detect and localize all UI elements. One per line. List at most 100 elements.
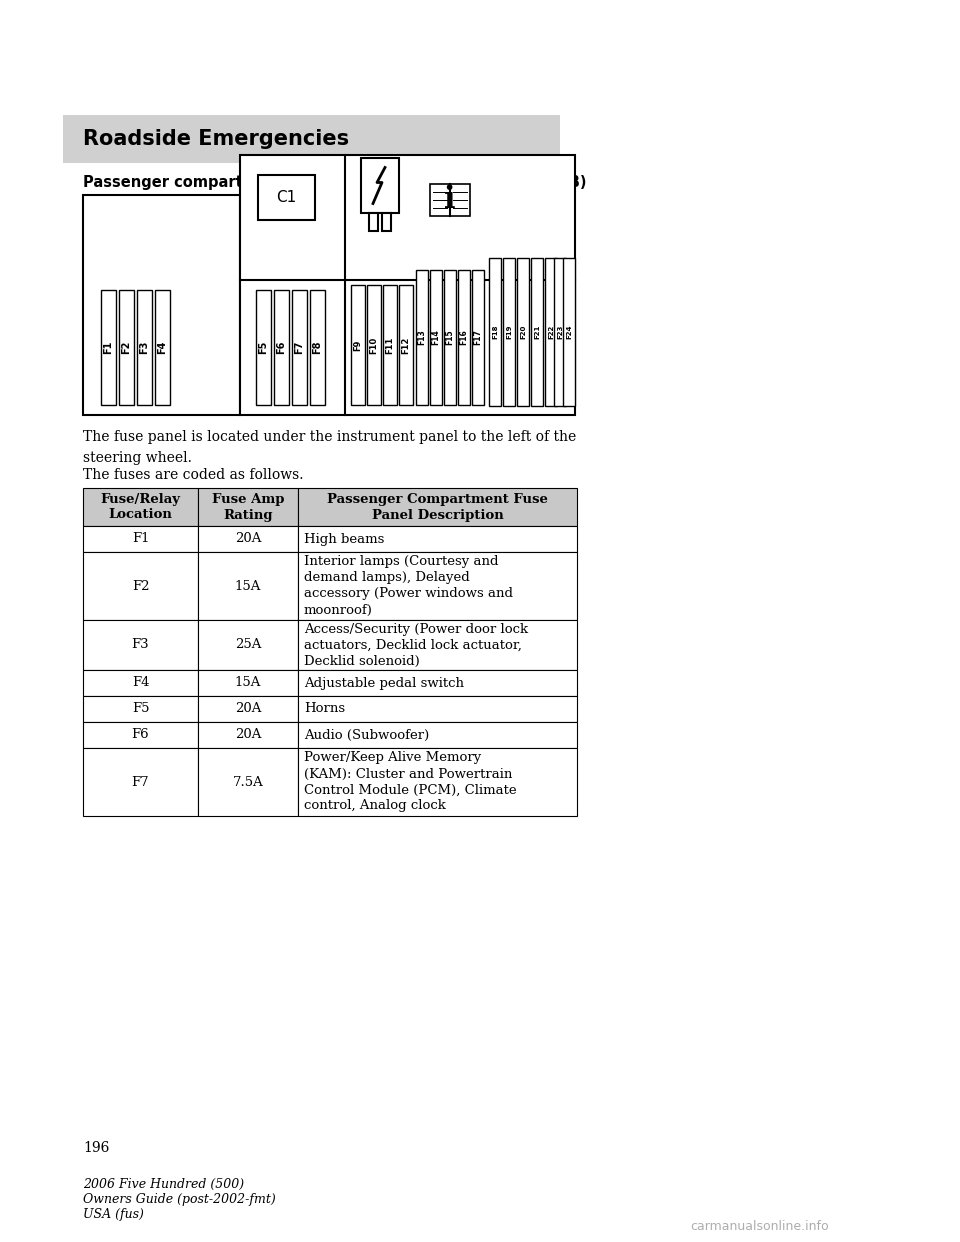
Bar	[399, 284, 413, 405]
Bar	[450, 184, 470, 216]
Bar	[503, 258, 515, 406]
Text: F18: F18	[492, 324, 498, 339]
Bar	[298, 669, 577, 696]
Bar	[531, 258, 543, 406]
Bar	[240, 155, 575, 415]
Text: 20A: 20A	[235, 533, 261, 545]
Bar	[563, 258, 575, 406]
Text: F17: F17	[473, 329, 483, 345]
Text: F24: F24	[566, 324, 572, 339]
Text: F20: F20	[520, 325, 526, 339]
Text: F23: F23	[557, 325, 563, 339]
Text: Passenger compartment fuse panel/Smart Junction Box (SJB): Passenger compartment fuse panel/Smart J…	[83, 175, 587, 190]
Bar	[83, 488, 198, 527]
Text: F6: F6	[276, 340, 286, 354]
Text: Access/Security (Power door lock
actuators, Decklid lock actuator,
Decklid solen: Access/Security (Power door lock actuato…	[304, 622, 528, 667]
Bar	[198, 748, 298, 816]
Bar	[292, 289, 306, 405]
Text: F3: F3	[132, 638, 150, 652]
Bar	[83, 195, 240, 415]
Text: Adjustable pedal switch: Adjustable pedal switch	[304, 677, 464, 689]
Bar	[255, 289, 271, 405]
Text: F11: F11	[386, 337, 395, 354]
Bar	[554, 258, 566, 406]
Bar	[83, 669, 198, 696]
Text: F14: F14	[431, 329, 441, 345]
Bar	[444, 270, 456, 405]
Bar	[83, 748, 198, 816]
Text: The fuses are coded as follows.: The fuses are coded as follows.	[83, 468, 303, 482]
Text: USA (fus): USA (fus)	[83, 1208, 144, 1221]
Text: F8: F8	[312, 340, 322, 354]
Bar	[136, 289, 152, 405]
Bar	[198, 488, 298, 527]
Text: F16: F16	[460, 329, 468, 345]
Text: 15A: 15A	[235, 677, 261, 689]
Bar	[472, 270, 484, 405]
Text: F1: F1	[103, 340, 113, 354]
Text: High beams: High beams	[304, 533, 384, 545]
Text: F4: F4	[132, 677, 149, 689]
Text: F22: F22	[548, 325, 554, 339]
Text: F6: F6	[132, 729, 150, 741]
Bar	[198, 620, 298, 669]
Text: C1: C1	[276, 190, 297, 205]
Text: Passenger Compartment Fuse
Panel Description: Passenger Compartment Fuse Panel Descrip…	[327, 493, 548, 522]
Text: Interior lamps (Courtesy and
demand lamps), Delayed
accessory (Power windows and: Interior lamps (Courtesy and demand lamp…	[304, 555, 513, 616]
Bar	[155, 289, 170, 405]
Text: 2006 Five Hundred (500): 2006 Five Hundred (500)	[83, 1177, 244, 1191]
Text: F9: F9	[353, 339, 363, 350]
Bar	[198, 722, 298, 748]
Bar	[517, 258, 529, 406]
Bar	[416, 270, 428, 405]
Text: F7: F7	[294, 340, 304, 354]
Text: F3: F3	[139, 340, 149, 354]
Text: 20A: 20A	[235, 703, 261, 715]
Bar	[83, 696, 198, 722]
Text: 196: 196	[83, 1141, 109, 1155]
Bar	[489, 258, 501, 406]
Text: F5: F5	[132, 703, 149, 715]
Bar	[198, 551, 298, 620]
Text: 15A: 15A	[235, 580, 261, 592]
Bar	[198, 669, 298, 696]
Bar	[309, 289, 324, 405]
Text: Fuse/Relay
Location: Fuse/Relay Location	[101, 493, 180, 522]
Bar	[383, 284, 397, 405]
Text: Power/Keep Alive Memory
(KAM): Cluster and Powertrain
Control Module (PCM), Clim: Power/Keep Alive Memory (KAM): Cluster a…	[304, 751, 516, 812]
Bar	[198, 696, 298, 722]
Bar	[83, 551, 198, 620]
Text: Owners Guide (post-2002-fmt): Owners Guide (post-2002-fmt)	[83, 1194, 276, 1206]
Bar	[298, 551, 577, 620]
Text: Horns: Horns	[304, 703, 346, 715]
Text: F21: F21	[534, 325, 540, 339]
Bar	[298, 488, 577, 527]
Text: Fuse Amp
Rating: Fuse Amp Rating	[212, 493, 284, 522]
Bar	[382, 212, 391, 231]
Text: 25A: 25A	[235, 638, 261, 652]
Bar	[369, 212, 378, 231]
Bar	[83, 527, 198, 551]
Text: ℹ: ℹ	[444, 185, 456, 215]
Bar	[101, 289, 115, 405]
Bar	[83, 722, 198, 748]
Bar	[298, 696, 577, 722]
Text: F15: F15	[445, 329, 454, 345]
Bar	[458, 270, 470, 405]
Text: Roadside Emergencies: Roadside Emergencies	[83, 129, 349, 149]
Text: The fuse panel is located under the instrument panel to the left of the
steering: The fuse panel is located under the inst…	[83, 430, 576, 465]
Text: 20A: 20A	[235, 729, 261, 741]
Bar	[351, 284, 365, 405]
Text: F1: F1	[132, 533, 149, 545]
Bar	[298, 620, 577, 669]
Text: F13: F13	[418, 329, 426, 345]
Bar	[83, 620, 198, 669]
Text: F10: F10	[370, 337, 378, 354]
Bar	[298, 748, 577, 816]
Text: F2: F2	[121, 340, 131, 354]
Bar	[63, 116, 560, 163]
Bar	[118, 289, 133, 405]
Bar	[298, 722, 577, 748]
Bar	[298, 527, 577, 551]
Bar	[258, 175, 315, 220]
